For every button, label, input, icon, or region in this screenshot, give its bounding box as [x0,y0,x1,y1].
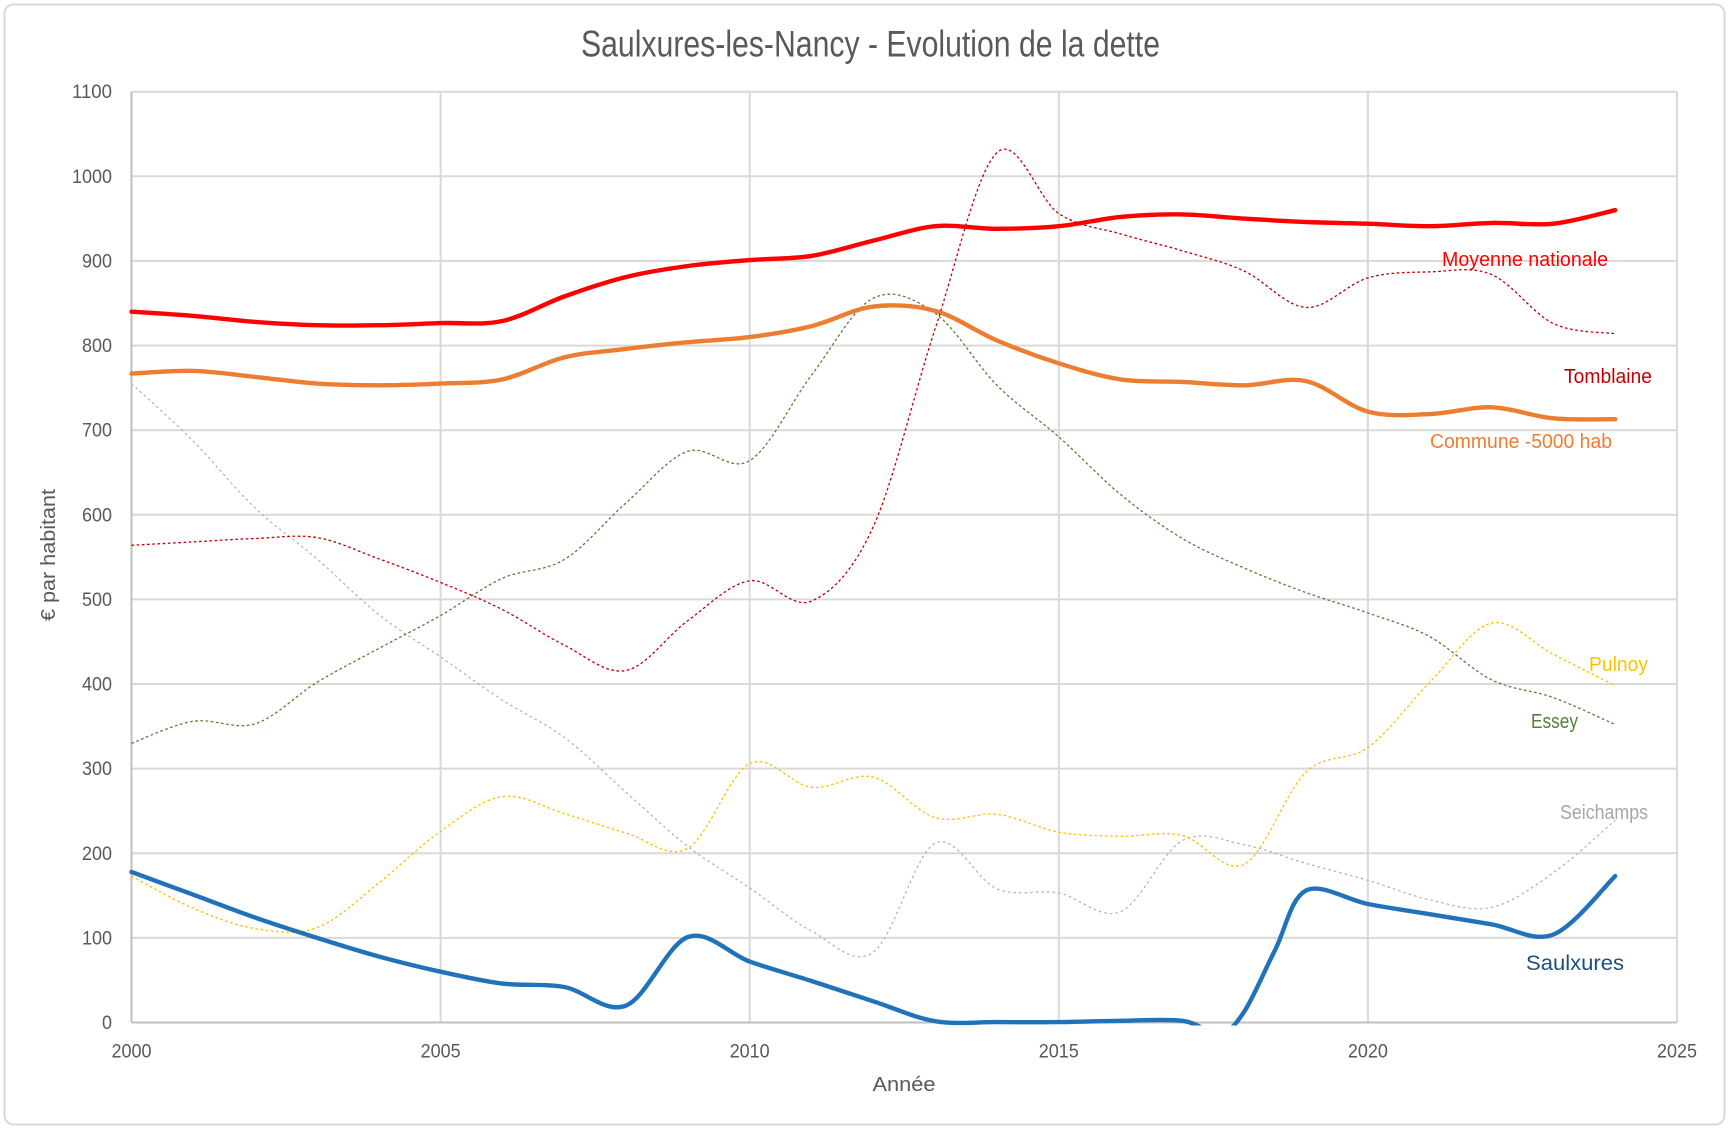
svg-text:700: 700 [82,421,112,442]
svg-text:400: 400 [82,675,112,696]
svg-text:Tomblaine: Tomblaine [1564,366,1652,388]
svg-text:Pulnoy: Pulnoy [1589,654,1648,676]
svg-text:900: 900 [82,251,112,272]
svg-text:800: 800 [82,336,112,357]
svg-text:€ par habitant: € par habitant [38,489,60,621]
svg-text:2025: 2025 [1657,1042,1697,1063]
svg-text:2010: 2010 [730,1042,770,1063]
svg-text:0: 0 [102,1013,112,1034]
svg-text:600: 600 [82,505,112,526]
svg-text:2005: 2005 [421,1042,461,1063]
svg-text:2015: 2015 [1039,1042,1079,1063]
svg-text:Année: Année [873,1074,936,1096]
svg-text:100: 100 [82,928,112,949]
svg-text:Seichamps: Seichamps [1560,802,1648,824]
svg-text:Saulxures-les-Nancy - Evolutio: Saulxures-les-Nancy - Evolution de la de… [581,24,1160,65]
svg-text:Moyenne nationale: Moyenne nationale [1442,249,1608,271]
svg-text:2020: 2020 [1348,1042,1388,1063]
svg-text:200: 200 [82,844,112,865]
svg-text:2000: 2000 [112,1042,152,1063]
svg-text:Commune -5000 hab: Commune -5000 hab [1430,431,1612,453]
svg-text:500: 500 [82,590,112,611]
svg-text:300: 300 [82,759,112,780]
svg-text:Saulxures: Saulxures [1526,952,1624,975]
svg-text:1000: 1000 [72,167,112,188]
svg-text:Essey: Essey [1531,711,1578,733]
svg-text:1100: 1100 [72,82,112,103]
